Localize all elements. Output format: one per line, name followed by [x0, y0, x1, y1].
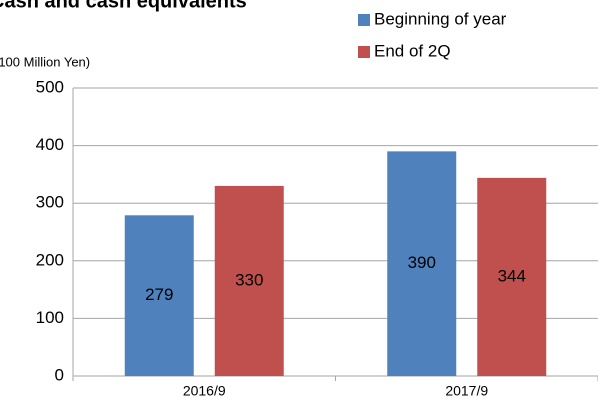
bar — [387, 151, 457, 376]
x-tick-label: 2016/9 — [183, 383, 226, 399]
legend-label: End of 2Q — [374, 41, 451, 60]
y-tick-label: 200 — [36, 250, 64, 269]
value-label: 390 — [408, 253, 436, 272]
y-tick-label: 300 — [36, 193, 64, 212]
x-tick-label: 2017/9 — [445, 383, 488, 399]
legend-swatch — [358, 46, 370, 58]
y-axis-label: (100 Million Yen) — [0, 54, 90, 69]
bar — [477, 177, 547, 376]
value-label: 344 — [498, 266, 526, 285]
y-tick-label: 0 — [55, 365, 64, 384]
chart-title: Cash and cash equivalents — [0, 0, 247, 12]
legend-label: Beginning of year — [374, 9, 507, 28]
bar — [214, 185, 284, 376]
y-tick-label: 100 — [36, 308, 64, 327]
value-label: 330 — [235, 270, 263, 289]
value-label: 279 — [145, 285, 173, 304]
y-tick-label: 400 — [36, 135, 64, 154]
legend-swatch — [358, 14, 370, 26]
bar — [124, 215, 194, 376]
y-tick-label: 500 — [36, 77, 64, 96]
